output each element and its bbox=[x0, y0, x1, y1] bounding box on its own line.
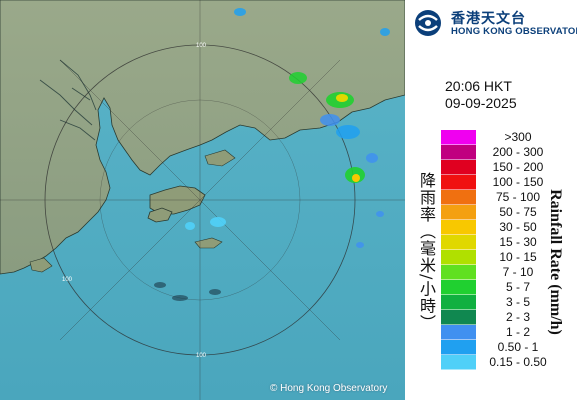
legend-color-swatch bbox=[441, 235, 476, 250]
rain-echoes bbox=[154, 8, 390, 301]
legend-color-swatch bbox=[441, 205, 476, 220]
legend-color-swatch bbox=[441, 250, 476, 265]
legend-range-label: 15 - 30 bbox=[499, 235, 537, 249]
legend-color-swatch bbox=[441, 355, 476, 370]
legend-range-label: 5 - 7 bbox=[505, 280, 530, 294]
observation-time: 20:06 HKT bbox=[445, 78, 512, 94]
legend-panel: 香港天文台 HONG KONG OBSERVATORY 20:06 HKT 09… bbox=[405, 0, 577, 400]
small-island-1 bbox=[194, 237, 223, 249]
legend-range-label: 100 - 150 bbox=[492, 175, 544, 189]
legend-range-label: 150 - 200 bbox=[492, 160, 544, 174]
legend-range-label: 75 - 100 bbox=[495, 190, 541, 204]
legend-color-swatch bbox=[441, 280, 476, 295]
legend-range-label: 2 - 3 bbox=[505, 310, 530, 324]
legend-color-swatch bbox=[441, 340, 476, 355]
legend-range-label: 0.50 - 1 bbox=[497, 340, 539, 354]
small-island-3 bbox=[204, 149, 236, 167]
legend-color-swatch bbox=[441, 265, 476, 280]
legend-range-label: 7 - 10 bbox=[502, 265, 534, 279]
lantau-island bbox=[147, 207, 173, 223]
radar-map-graphic: 100 100 100 bbox=[0, 0, 405, 400]
observation-date: 09-09-2025 bbox=[445, 95, 517, 111]
range-label-west: 100 bbox=[62, 277, 73, 283]
legend-color-swatch bbox=[441, 160, 476, 175]
mainland-land bbox=[0, 0, 405, 275]
legend-title-chinese: 降雨率（毫米/小時） bbox=[417, 172, 436, 332]
legend-range-label: 30 - 50 bbox=[499, 220, 537, 234]
legend-range-label: 1 - 2 bbox=[505, 325, 530, 339]
range-label-south: 100 bbox=[196, 353, 207, 359]
legend-color-swatch bbox=[441, 190, 476, 205]
legend-color-swatch bbox=[441, 310, 476, 325]
legend-color-swatch bbox=[441, 325, 476, 340]
pearl-river-channels bbox=[39, 59, 97, 141]
legend-range-label: >300 bbox=[504, 130, 532, 144]
hko-logo-icon bbox=[415, 10, 441, 36]
legend-color-swatch bbox=[441, 295, 476, 310]
legend-range-label: 50 - 75 bbox=[499, 205, 537, 219]
legend-range-label: 10 - 15 bbox=[499, 250, 537, 264]
legend-range-label: 0.15 - 0.50 bbox=[489, 355, 547, 369]
legend-range-label: 3 - 5 bbox=[505, 295, 530, 309]
small-island-2 bbox=[29, 257, 53, 273]
range-label-north: 100 bbox=[196, 43, 207, 49]
legend-color-swatch bbox=[441, 130, 476, 145]
logo-english-name: HONG KONG OBSERVATORY bbox=[451, 26, 577, 37]
logo-chinese-name: 香港天文台 bbox=[451, 11, 526, 27]
legend-color-swatch bbox=[441, 220, 476, 235]
radar-map: 100 100 100 © Hong Kong Observatory bbox=[0, 0, 405, 400]
legend-color-swatch bbox=[441, 145, 476, 160]
copyright-text: © Hong Kong Observatory bbox=[270, 383, 388, 394]
legend-range-label: 200 - 300 bbox=[492, 145, 544, 159]
legend-color-swatch bbox=[441, 175, 476, 190]
legend-title-english: Rainfall Rate (mm/h) bbox=[547, 189, 564, 335]
range-rings bbox=[0, 0, 405, 400]
